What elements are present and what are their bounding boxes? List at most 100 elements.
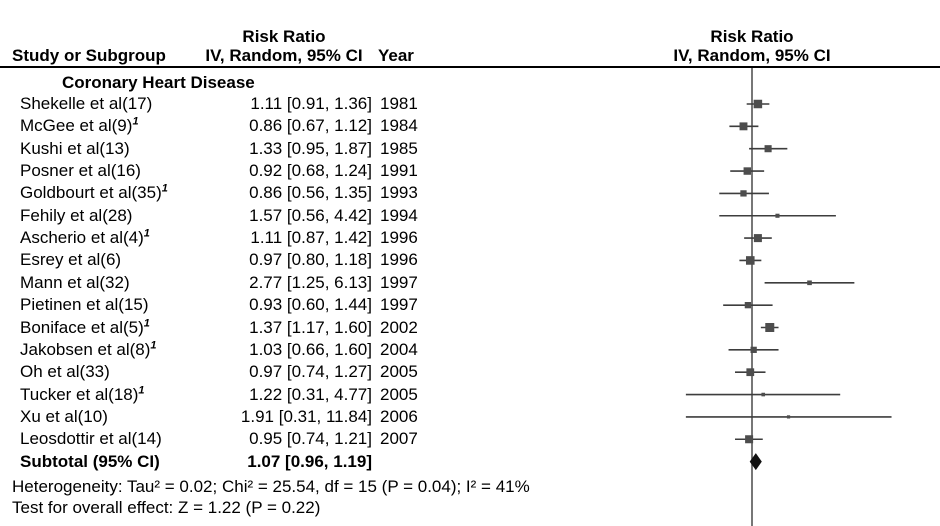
study-label: Shekelle et al(17) bbox=[20, 94, 153, 113]
effect-marker bbox=[745, 256, 755, 265]
effect-marker bbox=[775, 213, 780, 218]
study-year: 2005 bbox=[380, 362, 418, 382]
effect-marker bbox=[743, 167, 752, 175]
effect-marker bbox=[739, 122, 748, 131]
study-label: Posner et al(16) bbox=[20, 161, 141, 181]
reference-superscript: 1 bbox=[143, 316, 150, 329]
column-header-year: Year bbox=[378, 46, 414, 65]
study-label: McGee et al(9)1 bbox=[20, 115, 139, 136]
effect-marker bbox=[753, 99, 763, 109]
effect-marker bbox=[753, 234, 762, 243]
study-year: 2005 bbox=[380, 384, 418, 404]
column-header-effect: Risk Ratio IV, Random, 95% CI bbox=[196, 27, 372, 65]
study-year: 2002 bbox=[380, 317, 418, 337]
study-year: 1997 bbox=[380, 272, 418, 292]
study-row: Pietinen et al(15) 0.93 [0.60, 1.44] 1997 bbox=[0, 294, 620, 316]
effect-marker bbox=[807, 280, 812, 286]
study-label: Boniface et al(5)1 bbox=[20, 316, 150, 337]
study-row: Oh et al(33) 0.97 [0.74, 1.27] 2005 bbox=[0, 361, 620, 383]
study-row: Shekelle et al(17) 1.11 [0.91, 1.36] 1981 bbox=[0, 93, 620, 115]
study-row: Xu et al(10) 1.91 [0.31, 11.84] 2006 bbox=[0, 406, 620, 428]
effect-marker bbox=[761, 392, 766, 397]
effect-estimate: 0.97 [0.74, 1.27] bbox=[249, 362, 372, 382]
heterogeneity-text: Heterogeneity: Tau² = 0.02; Chi² = 25.54… bbox=[12, 477, 530, 496]
study-year: 1996 bbox=[380, 250, 418, 270]
effect-marker bbox=[786, 415, 791, 419]
study-year: 2006 bbox=[380, 406, 418, 426]
effect-estimate: 2.77 [1.25, 6.13] bbox=[249, 272, 372, 292]
study-label: Xu et al(10) bbox=[20, 406, 108, 426]
reference-superscript: 1 bbox=[132, 115, 139, 128]
effect-estimate: 1.03 [0.66, 1.60] bbox=[249, 339, 372, 359]
column-header-effect-line2: IV, Random, 95% CI bbox=[205, 46, 363, 65]
study-label: Mann et al(32) bbox=[20, 272, 130, 292]
study-label: Fehily et al(28) bbox=[20, 205, 133, 225]
effect-marker bbox=[750, 346, 757, 353]
effect-estimate: 0.97 [0.80, 1.18] bbox=[249, 250, 372, 270]
effect-marker bbox=[765, 323, 775, 332]
study-label: Leosdottir et al(14) bbox=[20, 429, 162, 449]
effect-estimate: 0.93 [0.60, 1.44] bbox=[249, 295, 372, 315]
study-year: 1985 bbox=[380, 138, 418, 158]
column-header-study: Study or Subgroup bbox=[12, 46, 166, 65]
effect-estimate: 1.07 [0.96, 1.19] bbox=[247, 451, 372, 471]
effect-marker bbox=[744, 301, 752, 309]
column-header-plot: Risk Ratio IV, Random, 95% CI bbox=[652, 27, 852, 65]
reference-superscript: 1 bbox=[138, 383, 145, 396]
effect-marker bbox=[746, 368, 755, 377]
effect-estimate: 1.22 [0.31, 4.77] bbox=[249, 384, 372, 404]
effect-marker bbox=[740, 190, 747, 197]
study-row: Esrey et al(6) 0.97 [0.80, 1.18] 1996 bbox=[0, 249, 620, 271]
study-row: Fehily et al(28) 1.57 [0.56, 4.42] 1994 bbox=[0, 205, 620, 227]
study-label: Jakobsen et al(8)1 bbox=[20, 339, 157, 359]
study-label: Tucker et al(18)1 bbox=[20, 383, 145, 404]
column-header-plot-line2: IV, Random, 95% CI bbox=[673, 46, 831, 65]
reference-superscript: 1 bbox=[161, 182, 168, 195]
study-year: 1981 bbox=[380, 94, 418, 113]
effect-estimate: 1.37 [1.17, 1.60] bbox=[249, 317, 372, 337]
effect-estimate: 1.57 [0.56, 4.42] bbox=[249, 205, 372, 225]
effect-estimate: 0.86 [0.56, 1.35] bbox=[249, 183, 372, 203]
effect-estimate: 0.92 [0.68, 1.24] bbox=[249, 161, 372, 181]
study-year: 1984 bbox=[380, 116, 418, 136]
study-year: 1991 bbox=[380, 161, 418, 181]
effect-estimate: 1.91 [0.31, 11.84] bbox=[240, 406, 372, 426]
study-label: Goldbourt et al(35)1 bbox=[20, 182, 168, 203]
subgroup-title: Coronary Heart Disease bbox=[62, 73, 255, 92]
study-row: Posner et al(16) 0.92 [0.68, 1.24] 1991 bbox=[0, 160, 620, 182]
study-row: Boniface et al(5)1 1.37 [1.17, 1.60] 2002 bbox=[0, 317, 620, 339]
reference-superscript: 1 bbox=[150, 339, 157, 352]
subtotal-diamond bbox=[749, 453, 762, 471]
study-label: Oh et al(33) bbox=[20, 362, 110, 382]
study-row: McGee et al(9)1 0.86 [0.67, 1.12] 1984 bbox=[0, 115, 620, 137]
study-row: Mann et al(32) 2.77 [1.25, 6.13] 1997 bbox=[0, 272, 620, 294]
study-row: Jakobsen et al(8)1 1.03 [0.66, 1.60] 2004 bbox=[0, 339, 620, 361]
study-year: 1996 bbox=[380, 228, 418, 248]
effect-estimate: 0.95 [0.74, 1.21] bbox=[249, 429, 372, 449]
study-year: 1993 bbox=[380, 183, 418, 203]
study-label: Ascherio et al(4)1 bbox=[20, 227, 150, 248]
study-label: Esrey et al(6) bbox=[20, 250, 122, 270]
study-row: Goldbourt et al(35)1 0.86 [0.56, 1.35] 199… bbox=[0, 182, 620, 204]
study-year: 1994 bbox=[380, 205, 418, 225]
study-label: Pietinen et al(15) bbox=[20, 295, 149, 315]
effect-marker bbox=[745, 435, 754, 444]
study-row: Ascherio et al(4)1 1.11 [0.87, 1.42] 1996 bbox=[0, 227, 620, 249]
effect-estimate: 1.11 [0.87, 1.42] bbox=[250, 228, 372, 248]
study-label: Kushi et al(13) bbox=[20, 138, 130, 158]
effect-estimate: 1.11 [0.91, 1.36] bbox=[250, 94, 372, 113]
column-header-effect-line1: Risk Ratio bbox=[242, 27, 326, 46]
header-rule bbox=[0, 66, 940, 68]
study-year: 1997 bbox=[380, 295, 418, 315]
effect-estimate: 1.33 [0.95, 1.87] bbox=[249, 138, 372, 158]
subtotal-label: Subtotal (95% CI) bbox=[20, 451, 160, 471]
effect-estimate: 0.86 [0.67, 1.12] bbox=[249, 116, 372, 136]
column-header-plot-line1: Risk Ratio bbox=[710, 27, 794, 46]
effect-marker bbox=[764, 145, 772, 153]
subtotal-row: Subtotal (95% CI) 1.07 [0.96, 1.19] bbox=[0, 451, 620, 473]
study-row: Leosdottir et al(14) 0.95 [0.74, 1.21] 200… bbox=[0, 428, 620, 450]
study-year: 2004 bbox=[380, 339, 418, 359]
study-row: Tucker et al(18)1 1.22 [0.31, 4.77] 2005 bbox=[0, 384, 620, 406]
